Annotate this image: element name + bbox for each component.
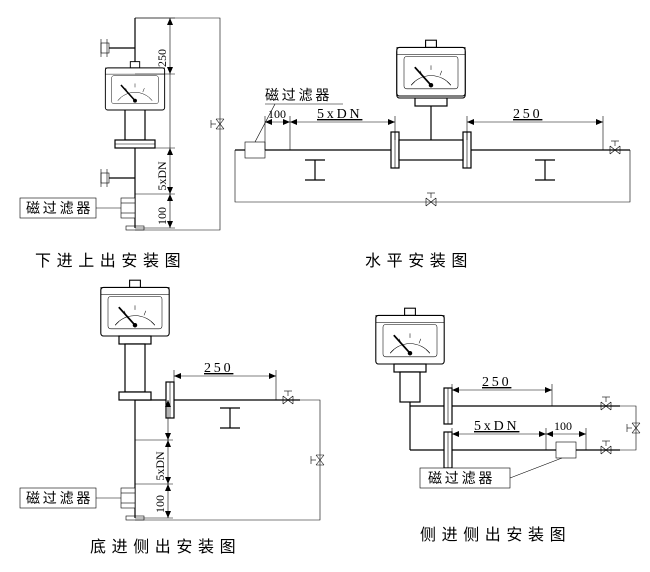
diagram-bottom-in-side-out: 5xDN 100 250 磁过滤器 底进侧出安装图 (20, 280, 324, 556)
label-magfilter: 磁过滤器 (20, 198, 121, 218)
dim-250: 250 (482, 375, 511, 390)
dim-5dn: 5xDN (155, 161, 169, 191)
label-magfilter: 磁过滤器 (20, 488, 121, 508)
dim-5dn: 5xDN (474, 419, 519, 434)
dim-100: 100 (268, 107, 286, 121)
title-br: 侧进侧出安装图 (420, 526, 571, 544)
dim-250: 250 (204, 361, 233, 376)
svg-text:磁过滤器: 磁过滤器 (265, 88, 332, 104)
dim-5dn: 5xDN (317, 107, 362, 122)
svg-text:磁过滤器: 磁过滤器 (26, 201, 93, 217)
dim-100: 100 (155, 207, 169, 225)
svg-text:磁过滤器: 磁过滤器 (26, 491, 93, 507)
dim-250: 250 (513, 107, 542, 122)
title-tl: 下进上出安装图 (35, 252, 186, 270)
title-bl: 底进侧出安装图 (90, 538, 241, 556)
dim-250: 250 (155, 49, 169, 67)
diagram-horizontal: 100 5xDN 250 磁过滤器 水平安装图 (235, 40, 630, 270)
diagram-bottom-in-top-out: 250 5xDN 100 磁过滤器 下进上出安装图 (20, 18, 224, 270)
dim-100: 100 (554, 419, 572, 433)
dim-5dn: 5xDN (153, 451, 167, 481)
diagram-side-in-side-out: 250 5xDN 100 磁过滤器 侧进侧出安装图 (376, 308, 640, 544)
svg-text:磁过滤器: 磁过滤器 (428, 471, 495, 487)
title-tr: 水平安装图 (365, 252, 473, 270)
dim-100: 100 (153, 495, 167, 513)
label-magfilter: 磁过滤器 (420, 458, 562, 488)
